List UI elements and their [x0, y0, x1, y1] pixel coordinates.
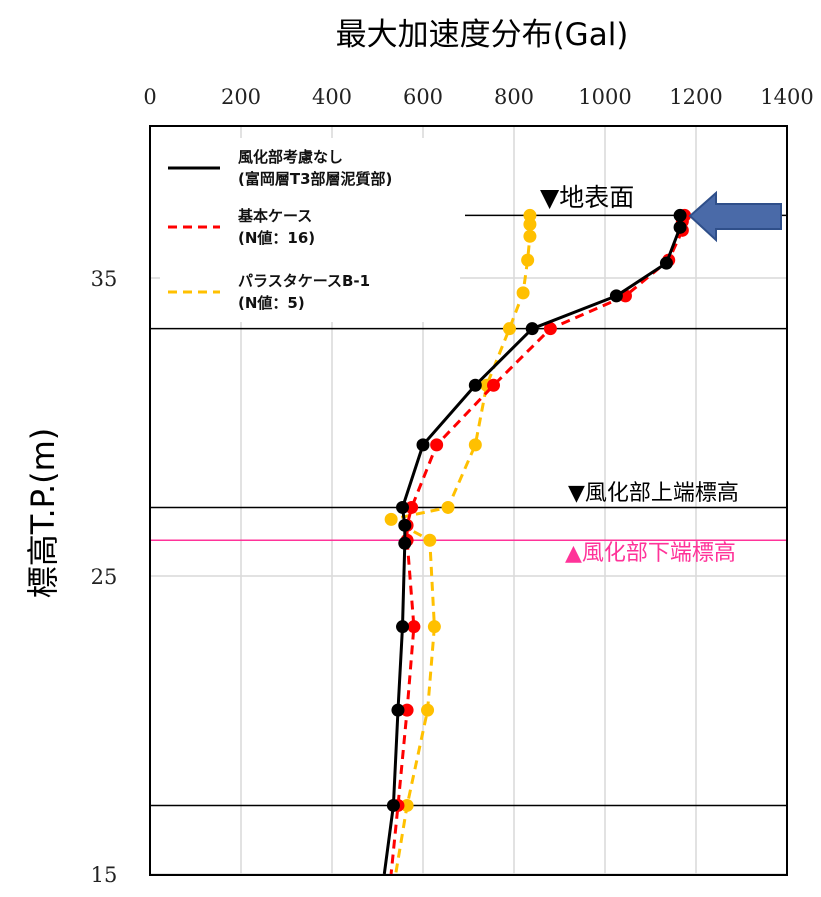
y-tick-label: 15: [91, 863, 118, 887]
legend-label: 風化部考慮なし: [238, 148, 343, 166]
legend-label: 基本ケース: [237, 207, 312, 225]
legend-label-sub: (N値：16): [238, 229, 315, 247]
data-point: [400, 798, 414, 812]
data-point: [468, 378, 482, 392]
series-2: [384, 208, 537, 875]
data-point: [673, 220, 687, 234]
data-point: [407, 620, 421, 634]
data-point: [391, 703, 405, 717]
plot-frame: [149, 125, 788, 876]
data-point: [543, 322, 557, 336]
chart-title: 最大加速度分布(Gal): [336, 17, 629, 53]
data-point: [421, 703, 435, 717]
data-point: [659, 256, 673, 270]
x-tick-label: 1000: [578, 85, 631, 109]
series-line: [382, 215, 682, 875]
data-point: [609, 289, 623, 303]
data-point: [502, 322, 516, 336]
data-point: [396, 500, 410, 514]
data-point: [525, 322, 539, 336]
data-point: [523, 229, 537, 243]
legend-label-sub: (富岡層T3部層泥質部): [238, 170, 392, 188]
x-tick-label: 0: [143, 85, 156, 109]
series-group: [382, 208, 692, 875]
x-tick-label: 600: [403, 85, 443, 109]
data-point: [416, 438, 430, 452]
x-tick-label: 400: [312, 85, 352, 109]
data-point: [423, 533, 437, 547]
arrow-shape: [688, 190, 782, 243]
data-point: [405, 500, 419, 514]
x-tick-label: 200: [221, 85, 261, 109]
reference-lines: ▼地表面 ▼風化部上端標高 ▲風化部下端標高: [150, 183, 787, 807]
data-point: [430, 438, 444, 452]
y-tick-label: 25: [91, 565, 118, 589]
reference-line-label: ▼風化部上端標高: [568, 481, 739, 506]
surface-arrow-icon: [688, 190, 782, 243]
legend-label: パラスタケースB-1: [238, 272, 370, 290]
reference-line-label: ▲風化部下端標高: [565, 541, 736, 566]
data-point: [487, 378, 501, 392]
data-point: [384, 512, 398, 526]
legend-label-sub: (N値：5): [238, 294, 305, 312]
data-point: [516, 286, 530, 300]
data-point: [386, 798, 400, 812]
data-point: [427, 620, 441, 634]
data-point: [400, 703, 414, 717]
x-tick-labels: 0 200 400 600 800 1000 1200 1400: [143, 85, 813, 109]
x-tick-label: 1200: [669, 85, 722, 109]
legend: 風化部考慮なし (富岡層T3部層泥質部) 基本ケース (N値：16) パラスタケースB-…: [168, 148, 392, 312]
x-tick-label: 1400: [760, 85, 813, 109]
data-point: [523, 217, 537, 231]
data-point: [521, 253, 535, 267]
reference-line-label: ▼地表面: [540, 183, 634, 212]
data-point: [468, 438, 482, 452]
data-point: [673, 208, 687, 222]
data-point: [398, 518, 412, 532]
data-point: [523, 208, 537, 222]
data-point: [396, 620, 410, 634]
series-0: [382, 208, 687, 875]
x-tick-label: 800: [494, 85, 534, 109]
y-axis-label: 標高T.P.(m): [24, 428, 62, 599]
y-tick-label: 35: [91, 267, 118, 291]
data-point: [441, 500, 455, 514]
y-tick-labels: 35 25 15: [91, 267, 118, 887]
data-point: [398, 536, 412, 550]
